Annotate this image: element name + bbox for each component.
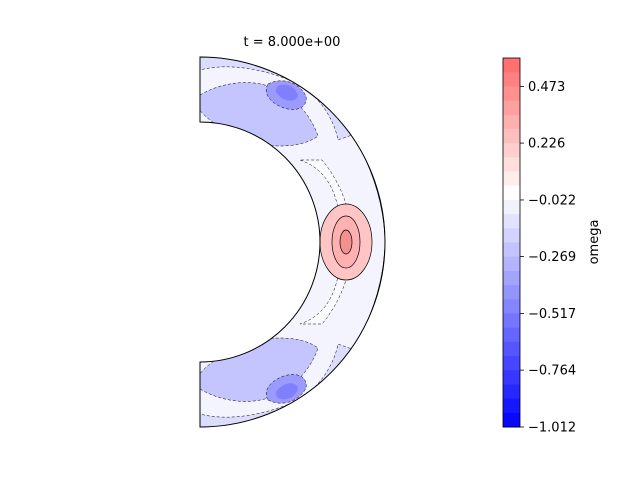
colorbar-label: omega bbox=[587, 220, 602, 265]
colorbar-band bbox=[503, 356, 520, 371]
colorbar-band bbox=[503, 128, 520, 144]
colorbar: 0.473 0.226 −0.022 −0.269 −0.517 −0.764 −1.012… bbox=[502, 57, 602, 436]
field-contours bbox=[200, 57, 385, 427]
colorbar-tick-label: 0.226 bbox=[528, 137, 565, 152]
colorbar-bands bbox=[503, 58, 520, 428]
colorbar-tick-label: −1.012 bbox=[528, 421, 576, 436]
colorbar-band bbox=[503, 398, 520, 414]
colorbar-band bbox=[503, 199, 520, 215]
colorbar-band bbox=[503, 214, 520, 229]
colorbar-tick-label: −0.022 bbox=[528, 193, 576, 208]
colorbar-band bbox=[503, 143, 520, 158]
colorbar-tick-label: −0.269 bbox=[528, 250, 576, 265]
colorbar-band bbox=[503, 313, 520, 329]
colorbar-band bbox=[503, 228, 520, 243]
colorbar-band bbox=[503, 100, 520, 116]
chart-title: t = 8.000e+00 bbox=[244, 35, 341, 50]
colorbar-band bbox=[503, 86, 520, 102]
colorbar-band bbox=[503, 285, 520, 300]
colorbar-ticks: 0.473 0.226 −0.022 −0.269 −0.517 −0.764 −1.012 bbox=[520, 80, 576, 436]
colorbar-band bbox=[503, 256, 520, 272]
colorbar-band bbox=[503, 327, 520, 343]
annulus-plot bbox=[199, 56, 386, 428]
colorbar-band bbox=[503, 384, 520, 400]
colorbar-tick-label: −0.517 bbox=[528, 307, 576, 322]
colorbar-band bbox=[503, 58, 520, 73]
colorbar-band bbox=[503, 370, 520, 385]
colorbar-band bbox=[503, 157, 520, 173]
colorbar-band bbox=[503, 299, 520, 314]
colorbar-band bbox=[503, 270, 520, 286]
colorbar-tick-label: 0.473 bbox=[528, 80, 565, 95]
positive-core bbox=[319, 203, 373, 281]
annulus-outline bbox=[199, 56, 386, 428]
colorbar-band bbox=[503, 341, 520, 357]
colorbar-band bbox=[503, 171, 520, 187]
colorbar-band bbox=[503, 185, 520, 201]
colorbar-band bbox=[503, 72, 520, 87]
colorbar-tick-label: −0.764 bbox=[528, 364, 576, 379]
colorbar-band bbox=[503, 412, 520, 428]
colorbar-band bbox=[503, 114, 520, 130]
colorbar-frame bbox=[502, 57, 521, 428]
colorbar-band bbox=[503, 242, 520, 258]
